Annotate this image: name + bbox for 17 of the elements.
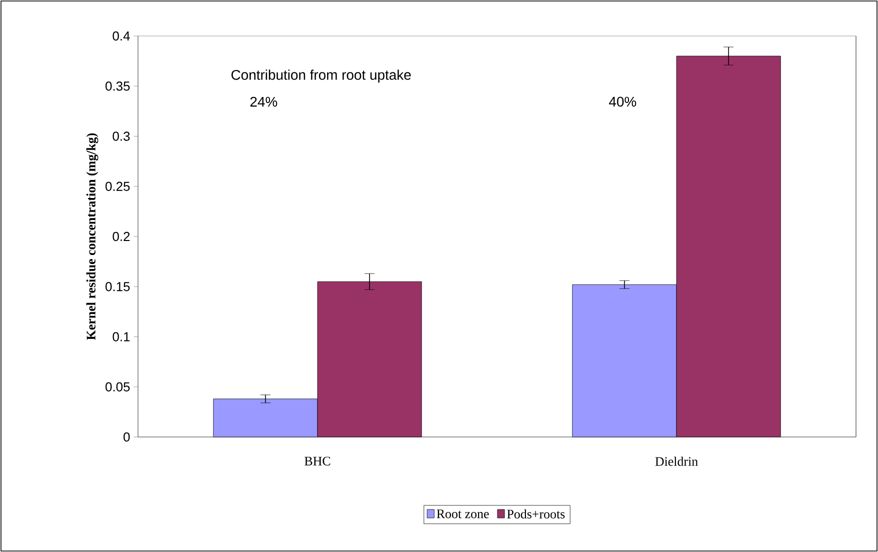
y-tick-label: 0.35: [106, 82, 130, 91]
legend-label: Root zone: [436, 510, 489, 518]
y-tick-label: 0.3: [112, 132, 130, 141]
annotation: 40%: [609, 96, 636, 107]
y-tick-label: 0.25: [106, 182, 130, 191]
y-tick-label: 0.1: [112, 332, 130, 342]
x-tick-label: BHC: [304, 456, 330, 466]
annotation: Contribution from root uptake: [231, 70, 411, 83]
y-tick-label: 0.2: [112, 232, 130, 242]
y-tick-label: 0.4: [112, 31, 130, 41]
annotation: 24%: [250, 96, 278, 107]
y-tick-label: 0: [124, 432, 130, 442]
y-axis-title: Kernel residue concentration (mg/kg): [86, 133, 98, 340]
y-tick-label: 0.05: [106, 382, 130, 392]
y-tick-label: 0.15: [106, 282, 130, 292]
x-tick-label: Dieldrin: [655, 456, 698, 466]
legend-label: Pods+roots: [507, 509, 565, 518]
